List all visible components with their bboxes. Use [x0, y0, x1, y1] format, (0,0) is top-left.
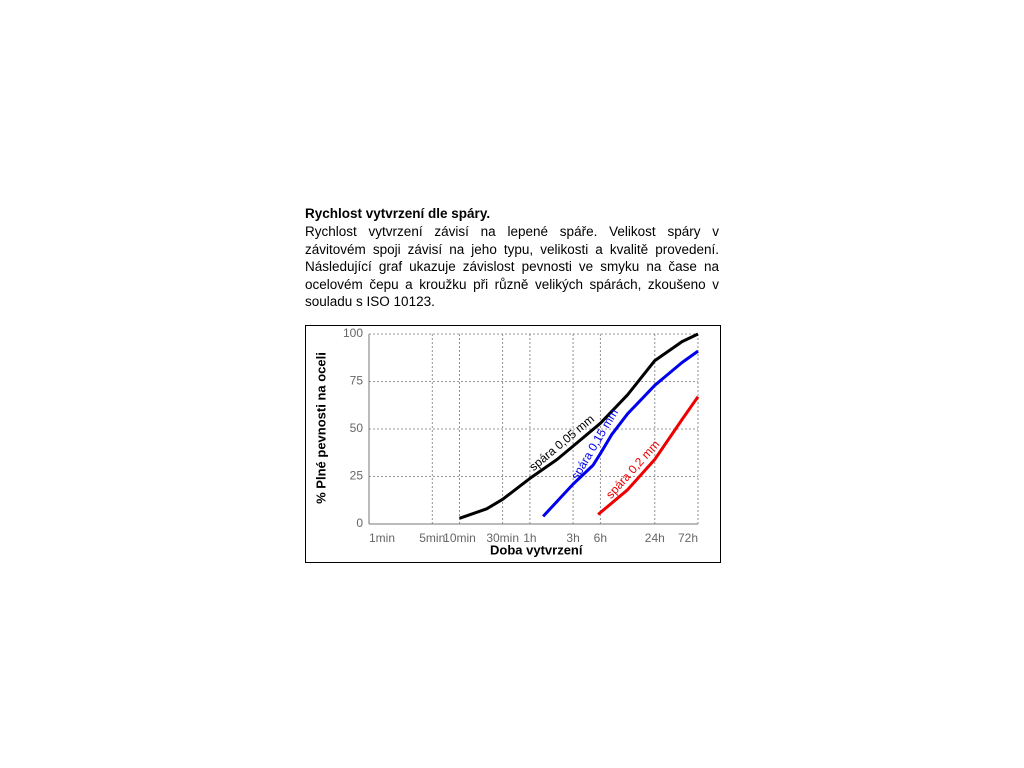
x-tick-label: 6h — [594, 531, 607, 545]
x-tick-label: 30min — [486, 531, 519, 545]
paragraph: Rychlost vytvrzení závisí na lepené spář… — [305, 224, 719, 309]
x-tick-label: 10min — [443, 531, 476, 545]
y-tick-label: 100 — [343, 326, 363, 340]
line-series — [542, 349, 699, 518]
x-tick-label: 1h — [523, 531, 536, 545]
x-tick-label: 3h — [566, 531, 579, 545]
y-axis-label: % Plné pevnosti na oceli — [313, 352, 328, 504]
x-tick-label: 5min — [419, 531, 445, 545]
y-tick-label: 75 — [350, 374, 364, 388]
x-axis-label: Doba vytvrzení — [490, 542, 583, 557]
y-tick-label: 0 — [356, 516, 363, 530]
line-series — [459, 332, 699, 520]
y-tick-label: 25 — [350, 469, 364, 483]
y-tick-label: 50 — [350, 421, 364, 435]
x-tick-label: 72h — [678, 531, 698, 545]
line-series — [597, 395, 700, 516]
x-tick-label: 1min — [369, 531, 395, 545]
x-tick-label: 24h — [645, 531, 665, 545]
heading: Rychlost vytvrzení dle spáry. — [305, 206, 491, 221]
